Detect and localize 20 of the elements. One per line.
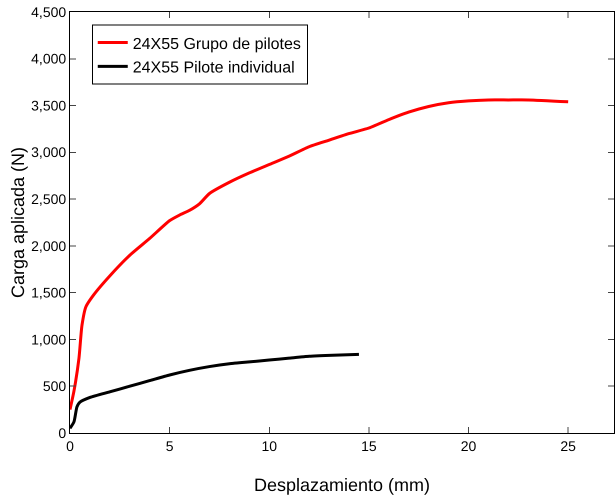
x-axis-title: Desplazamiento (mm) [254, 475, 430, 495]
legend-label: 24X55 Pilote individual [132, 60, 295, 77]
x-tick-label: 10 [261, 438, 278, 454]
y-tick-label: 0 [58, 424, 66, 441]
y-tick-label: 3,500 [31, 97, 66, 114]
y-tick-label: 2,000 [31, 238, 66, 254]
y-tick-label: 1,500 [31, 284, 66, 301]
x-tick-label: 5 [166, 438, 174, 454]
y-tick-label: 4,500 [31, 4, 66, 20]
x-tick-label: 15 [361, 438, 377, 454]
x-tick-label: 20 [460, 438, 477, 454]
y-tick-label: 3,000 [31, 144, 66, 160]
y-tick-label: 4,000 [31, 50, 66, 67]
y-tick-label: 1,000 [31, 331, 66, 348]
legend-label: 24X55 Grupo de pilotes [132, 36, 301, 53]
x-tick-label: 25 [560, 438, 576, 454]
y-tick-label: 2,500 [31, 191, 66, 208]
line-series [70, 98, 570, 412]
y-axis-title: Carga aplicada (N) [8, 146, 28, 298]
y-tick-label: 500 [42, 378, 66, 394]
